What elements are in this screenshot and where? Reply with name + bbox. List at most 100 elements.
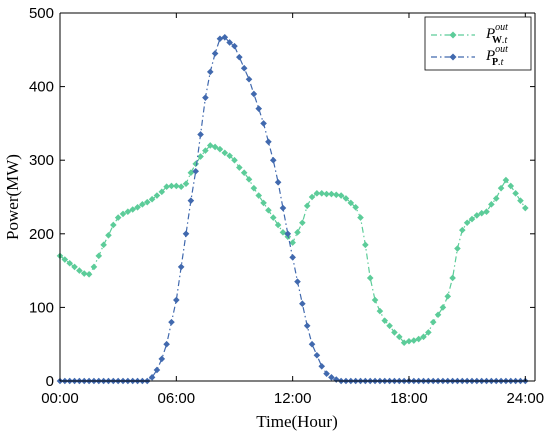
data-point: [449, 274, 456, 282]
data-point: [332, 191, 340, 199]
data-point: [483, 208, 490, 216]
x-axis-ticks: 00:00 06:00 12:00 18:00 24:00: [41, 13, 544, 407]
data-point: [323, 370, 330, 377]
data-point: [231, 156, 238, 164]
y-tick-label: 0: [46, 373, 54, 390]
data-point: [303, 202, 311, 210]
data-point: [90, 263, 98, 271]
data-point: [260, 199, 267, 207]
x-tick-label: 06:00: [158, 390, 196, 407]
data-point: [85, 270, 93, 278]
data-point: [119, 210, 127, 218]
data-point: [308, 340, 316, 348]
legend-subscript-index: .t: [502, 35, 508, 46]
legend-label-wind: Pout W.t: [485, 22, 508, 46]
data-point: [517, 197, 524, 204]
data-point: [318, 190, 326, 197]
data-point: [308, 193, 316, 201]
data-point: [177, 183, 185, 190]
data-point: [381, 317, 389, 324]
data-point: [76, 267, 83, 274]
legend: Pout W.t Pout P.t: [424, 16, 532, 71]
data-point: [415, 335, 422, 343]
data-point: [294, 278, 301, 285]
data-point: [289, 239, 296, 246]
data-point: [129, 206, 137, 213]
data-point: [124, 208, 132, 216]
y-tick-label: 100: [29, 299, 54, 316]
data-point: [71, 263, 78, 271]
data-point: [221, 149, 229, 157]
data-point: [221, 33, 229, 41]
data-point: [153, 366, 161, 374]
data-point: [168, 318, 175, 326]
data-point: [240, 169, 248, 177]
data-point: [463, 219, 471, 227]
data-point: [211, 143, 219, 151]
data-point: [362, 241, 369, 249]
data-point: [352, 204, 359, 211]
data-point: [347, 199, 355, 207]
data-point: [323, 190, 330, 198]
data-point: [148, 374, 156, 381]
data-point: [371, 296, 379, 304]
data-point: [269, 214, 277, 221]
legend-entry-wind: Pout W.t: [431, 22, 508, 46]
legend-symbol: P: [485, 48, 495, 64]
data-point: [260, 120, 267, 127]
data-point: [299, 300, 306, 308]
data-point: [274, 178, 282, 186]
data-point: [391, 329, 398, 336]
data-point: [134, 204, 141, 211]
data-point: [405, 337, 413, 345]
data-point: [386, 322, 393, 330]
data-point: [357, 214, 364, 221]
data-point: [269, 156, 277, 164]
data-point: [279, 204, 287, 212]
data-point: [294, 229, 301, 236]
data-point: [173, 182, 180, 190]
data-point: [100, 241, 107, 249]
data-point: [328, 374, 335, 381]
data-point: [236, 164, 243, 171]
data-point: [429, 318, 437, 326]
data-point: [105, 231, 112, 239]
data-point: [182, 180, 190, 188]
data-point: [473, 212, 481, 219]
data-point: [420, 333, 427, 341]
x-axis-title: Time(Hour): [256, 412, 338, 431]
data-point: [245, 75, 253, 83]
data-point: [458, 226, 466, 234]
data-point: [202, 94, 209, 101]
data-point: [289, 254, 296, 261]
data-point: [425, 329, 432, 336]
data-point: [507, 182, 515, 190]
data-point: [250, 184, 258, 192]
data-point: [279, 229, 287, 236]
data-point: [95, 252, 103, 260]
data-point: [61, 256, 69, 263]
data-point: [163, 183, 170, 190]
data-point: [163, 340, 170, 348]
data-point: [250, 90, 258, 98]
data-point: [313, 351, 321, 359]
data-point: [211, 50, 219, 57]
data-point: [158, 355, 166, 363]
legend-subscript: P: [492, 57, 498, 68]
legend-superscript: out: [495, 44, 508, 55]
data-point: [337, 192, 345, 199]
data-point: [376, 307, 384, 315]
data-point: [206, 68, 214, 76]
y-tick-label: 300: [29, 152, 54, 169]
data-point: [173, 296, 180, 304]
data-point: [313, 190, 321, 197]
data-point: [182, 230, 190, 238]
data-point: [439, 304, 447, 311]
data-point: [168, 182, 175, 190]
legend-entry-pv: Pout P.t: [431, 44, 508, 68]
legend-box: [424, 16, 532, 71]
data-point: [328, 190, 335, 198]
y-axis-title: Power(MW): [3, 154, 22, 240]
data-point: [110, 221, 117, 229]
